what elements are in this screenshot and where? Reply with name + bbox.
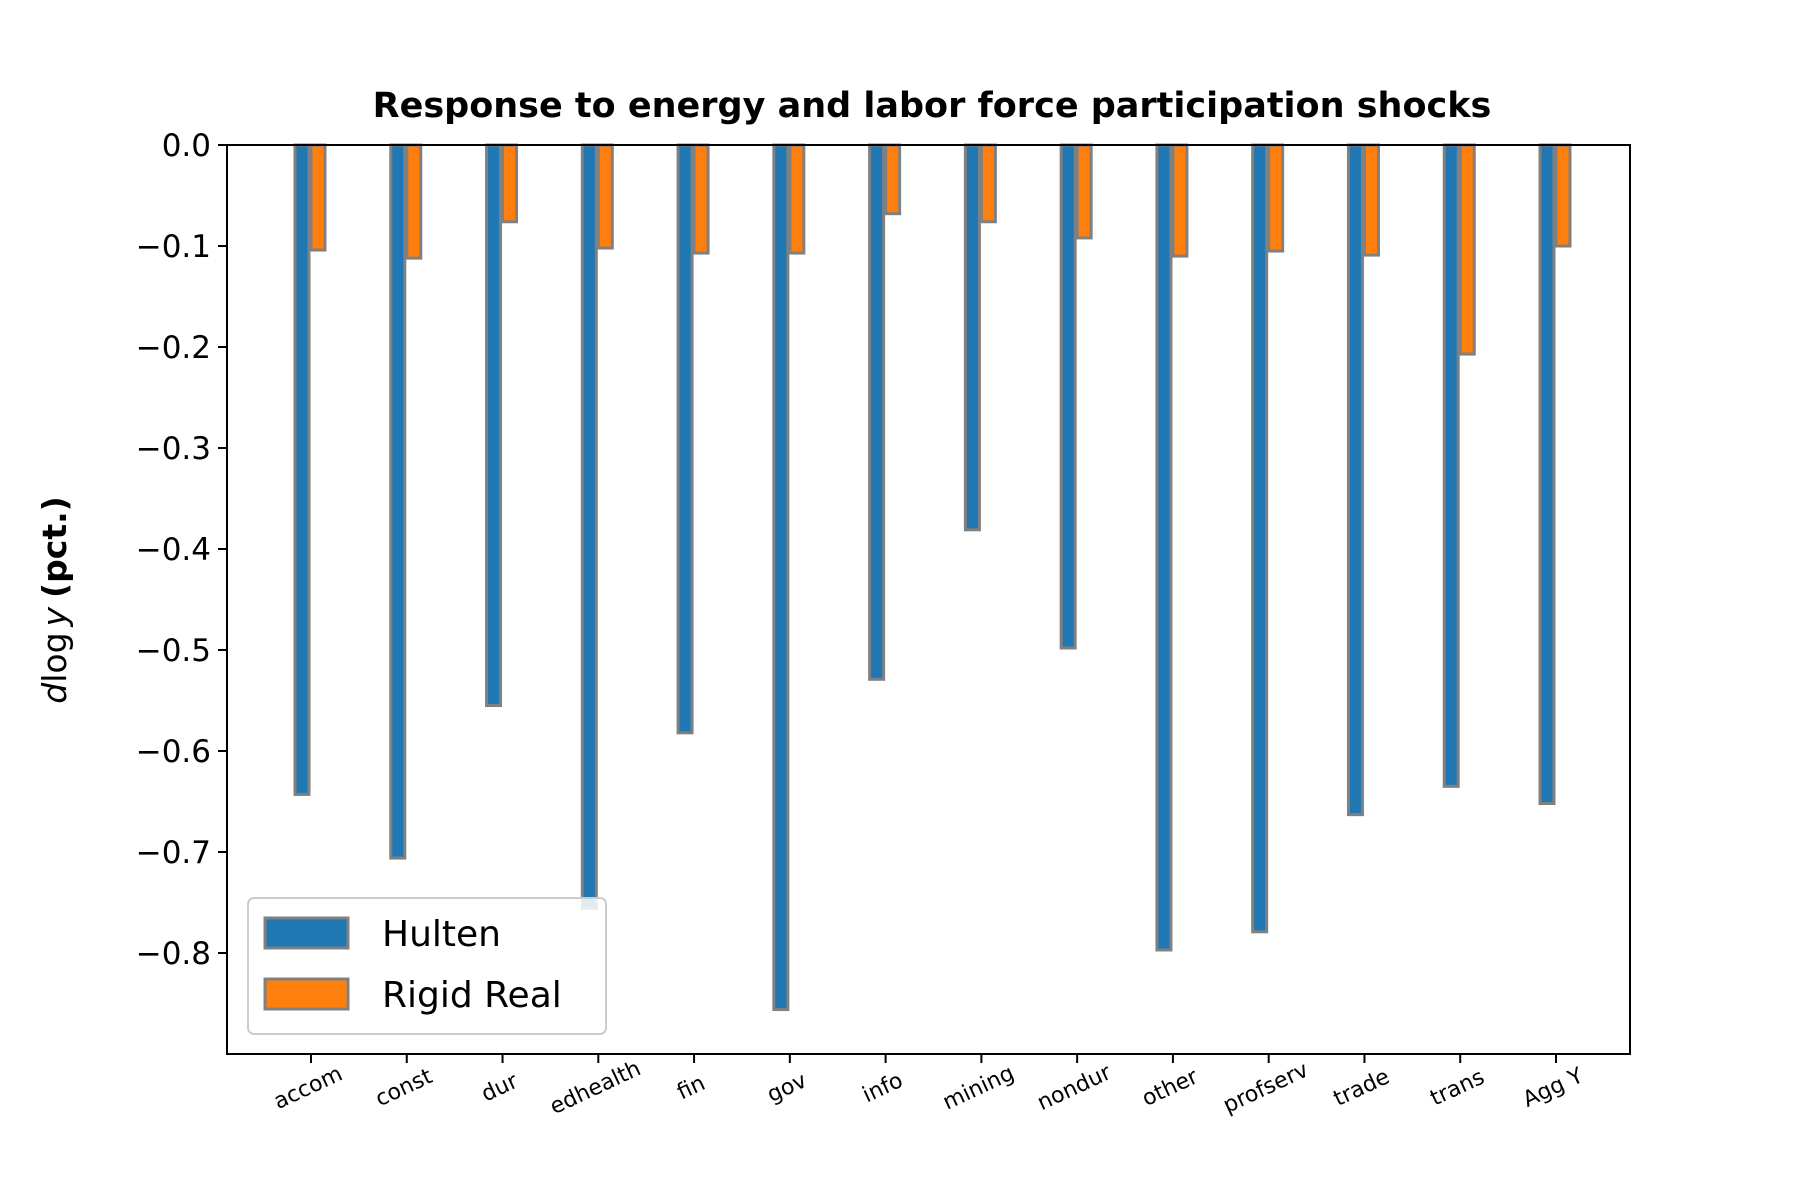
x-tick-label-mining: mining bbox=[939, 1061, 1018, 1116]
bar-hulten-trade bbox=[1346, 143, 1364, 817]
bar-hulten-agg-y bbox=[1538, 143, 1556, 806]
x-tick-label-fin: fin bbox=[673, 1071, 709, 1105]
x-tick-label-edhealth: edhealth bbox=[546, 1056, 645, 1120]
legend-swatch-rigid-real bbox=[263, 977, 350, 1011]
x-tick-label-gov: gov bbox=[763, 1068, 810, 1108]
bar-rigid-real-dur bbox=[501, 143, 519, 224]
legend: Hulten Rigid Real bbox=[247, 897, 607, 1035]
y-tick-label: −0.4 bbox=[136, 532, 211, 568]
y-axis-label-log: log bbox=[35, 632, 74, 682]
bar-rigid-real-fin bbox=[692, 143, 710, 255]
y-axis-label-d: d bbox=[35, 682, 74, 704]
y-tick-label: −0.5 bbox=[136, 633, 211, 669]
x-tick-label-trans: trans bbox=[1427, 1065, 1489, 1112]
bar-hulten-mining bbox=[963, 143, 981, 532]
bar-rigid-real-mining bbox=[979, 143, 997, 224]
chart-title: Response to energy and labor force parti… bbox=[373, 86, 1492, 126]
legend-label-rigid-real: Rigid Real bbox=[382, 975, 562, 1016]
bar-rigid-real-accom bbox=[309, 143, 327, 252]
bar-series-group bbox=[293, 143, 1572, 1012]
y-axis-label: dlog y (pct.) bbox=[35, 496, 74, 703]
bar-rigid-real-gov bbox=[788, 143, 806, 255]
bar-hulten-edhealth bbox=[580, 143, 598, 911]
bar-hulten-info bbox=[868, 143, 886, 681]
x-tick-label-accom: accom bbox=[270, 1061, 346, 1114]
bar-rigid-real-other bbox=[1171, 143, 1189, 258]
y-tick-label: −0.8 bbox=[136, 936, 211, 972]
x-tick-label-nondur: nondur bbox=[1034, 1060, 1116, 1116]
plot-area-frame bbox=[226, 144, 1631, 1055]
bar-hulten-trans bbox=[1442, 143, 1460, 788]
bar-rigid-real-agg-y bbox=[1554, 143, 1572, 248]
x-tick-label-info: info bbox=[859, 1068, 907, 1108]
y-axis-label-unit: (pct.) bbox=[35, 496, 74, 598]
bar-rigid-real-const bbox=[405, 143, 423, 260]
bar-hulten-accom bbox=[293, 143, 311, 796]
legend-swatch-hulten bbox=[263, 916, 350, 950]
x-tick-label-agg-y: Agg Y bbox=[1519, 1063, 1588, 1113]
x-tick-label-const: const bbox=[372, 1064, 437, 1112]
y-axis-label-var: y bbox=[35, 606, 74, 627]
y-axis: 0.0 −0.1 −0.2 −0.3 −0.4 −0.5 −0.6 −0.7 −0.8 bbox=[136, 128, 227, 972]
bar-rigid-real-nondur bbox=[1075, 143, 1093, 240]
bar-hulten-profserv bbox=[1251, 143, 1269, 934]
bar-hulten-other bbox=[1155, 143, 1173, 952]
x-tick-label-profserv: profserv bbox=[1220, 1058, 1313, 1119]
x-axis: accom const dur edhealth fin gov info mining non… bbox=[270, 1054, 1588, 1120]
bar-hulten-dur bbox=[485, 143, 503, 708]
x-tick-label-dur: dur bbox=[478, 1069, 523, 1108]
y-tick-label: 0.0 bbox=[162, 128, 211, 164]
bar-hulten-const bbox=[389, 143, 407, 860]
y-tick-label: −0.7 bbox=[136, 835, 211, 871]
x-tick-label-other: other bbox=[1138, 1064, 1203, 1112]
bar-hulten-fin bbox=[676, 143, 694, 735]
bar-rigid-real-trade bbox=[1362, 143, 1380, 257]
bar-rigid-real-trans bbox=[1458, 143, 1476, 356]
bar-rigid-real-profserv bbox=[1267, 143, 1285, 253]
y-tick-label: −0.1 bbox=[136, 229, 211, 265]
bar-hulten-gov bbox=[772, 143, 790, 1012]
y-tick-label: −0.2 bbox=[136, 330, 211, 366]
bar-hulten-nondur bbox=[1059, 143, 1077, 650]
bar-rigid-real-info bbox=[884, 143, 902, 216]
y-tick-label: −0.6 bbox=[136, 734, 211, 770]
x-tick-label-trade: trade bbox=[1330, 1064, 1394, 1111]
legend-label-hulten: Hulten bbox=[382, 914, 501, 955]
bar-rigid-real-edhealth bbox=[596, 143, 614, 250]
y-tick-label: −0.3 bbox=[136, 431, 211, 467]
